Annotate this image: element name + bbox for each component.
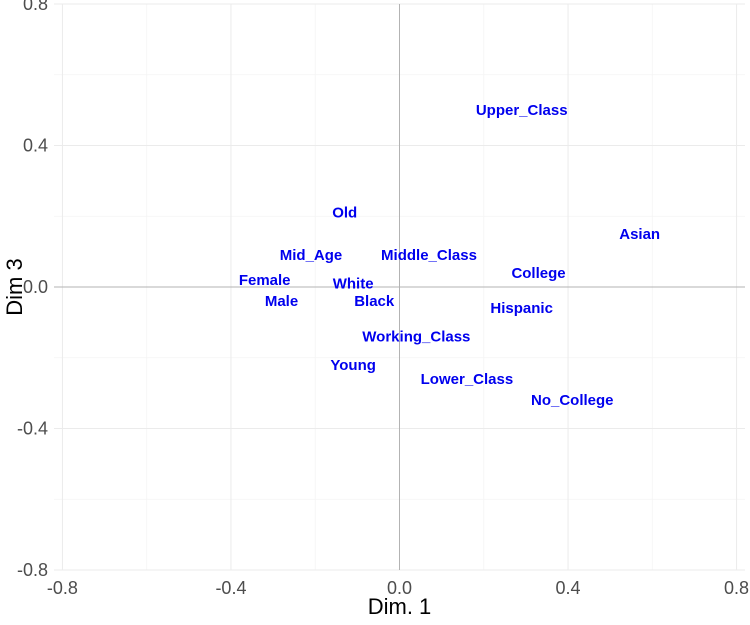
x-tick-label: -0.4 bbox=[215, 578, 246, 598]
y-axis-title: Dim 3 bbox=[2, 258, 27, 315]
point-label: No_College bbox=[531, 392, 614, 409]
y-tick-label: -0.8 bbox=[17, 560, 48, 580]
point-label: Young bbox=[330, 357, 376, 374]
x-tick-label: -0.8 bbox=[47, 578, 78, 598]
point-label: Middle_Class bbox=[381, 247, 477, 264]
point-label: Male bbox=[265, 293, 298, 310]
point-label: Upper_Class bbox=[476, 102, 568, 119]
point-label: Mid_Age bbox=[280, 247, 343, 264]
tick-labels: -0.8 -0.4 0.0 0.4 0.8 -0.8 -0.4 0.0 0.4 0.8 bbox=[17, 0, 749, 598]
y-tick-label: -0.4 bbox=[17, 419, 48, 439]
y-tick-label: 0.4 bbox=[23, 136, 48, 156]
point-label: Old bbox=[332, 205, 357, 222]
point-label: College bbox=[511, 265, 565, 282]
zero-lines bbox=[54, 4, 745, 570]
point-label: Asian bbox=[619, 226, 660, 243]
point-label: Black bbox=[354, 293, 395, 310]
x-tick-label: 0.0 bbox=[387, 578, 412, 598]
point-labels: Upper_Class Old Asian Mid_Age Middle_Class Co… bbox=[239, 102, 660, 409]
point-label: White bbox=[333, 275, 374, 292]
x-tick-label: 0.8 bbox=[724, 578, 749, 598]
y-tick-label: 0.0 bbox=[23, 277, 48, 297]
x-axis-title: Dim. 1 bbox=[368, 594, 432, 619]
point-label: Female bbox=[239, 272, 291, 289]
y-tick-label: 0.8 bbox=[23, 0, 48, 14]
point-label: Lower_Class bbox=[421, 371, 514, 388]
point-label: Hispanic bbox=[490, 300, 553, 317]
x-tick-label: 0.4 bbox=[556, 578, 581, 598]
point-label: Working_Class bbox=[362, 329, 470, 346]
